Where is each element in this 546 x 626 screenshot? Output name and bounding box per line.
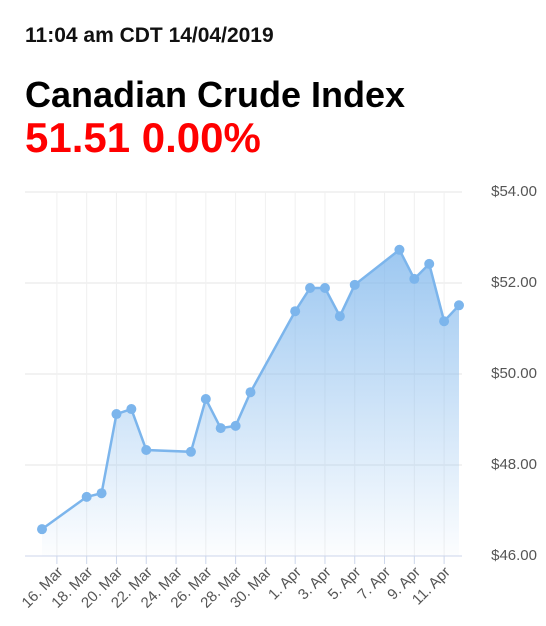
point <box>349 279 360 290</box>
y-tick-label: $50.00 <box>491 365 537 382</box>
point <box>81 491 92 502</box>
point <box>394 244 405 255</box>
point <box>96 488 107 499</box>
point <box>126 404 137 415</box>
chart-subtitle: 51.51 0.00% <box>25 114 261 161</box>
point <box>37 524 47 535</box>
point <box>334 311 345 322</box>
point <box>305 283 316 294</box>
point <box>454 300 464 311</box>
point <box>185 446 196 457</box>
point <box>200 394 211 405</box>
point <box>111 409 122 420</box>
y-tick-label: $54.00 <box>491 183 537 200</box>
area <box>42 249 459 556</box>
y-tick-label: $48.00 <box>491 456 537 473</box>
timestamp: 11:04 am CDT 14/04/2019 <box>25 24 274 47</box>
chart-title: Canadian Crude Index <box>25 74 406 115</box>
point <box>215 423 226 434</box>
y-tick-label: $52.00 <box>491 274 537 291</box>
point <box>409 273 420 284</box>
point <box>439 316 450 327</box>
x-tick-label: 1. Apr <box>265 564 305 604</box>
point <box>230 420 241 431</box>
point <box>141 444 152 455</box>
x-tick-label: 7. Apr <box>354 564 394 604</box>
point <box>424 258 435 269</box>
point <box>245 387 256 398</box>
y-tick-label: $46.00 <box>491 547 537 564</box>
x-tick-label: 3. Apr <box>295 564 335 604</box>
point <box>290 306 301 317</box>
point <box>319 283 330 294</box>
x-tick-label: 5. Apr <box>325 564 365 604</box>
